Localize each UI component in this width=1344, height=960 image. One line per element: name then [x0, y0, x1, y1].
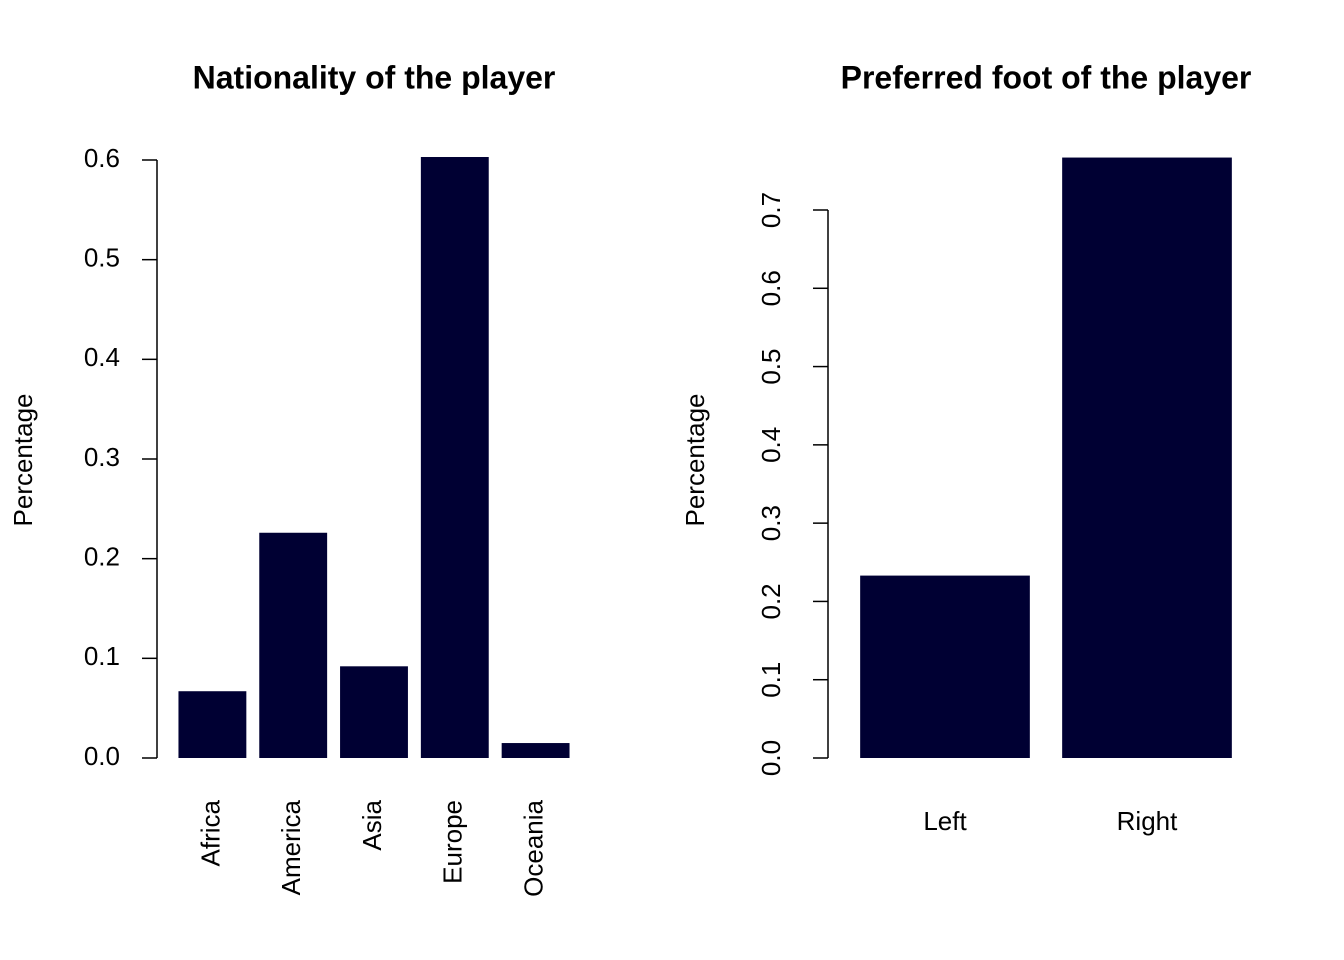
y-axis-label: Percentage [680, 394, 710, 527]
y-tick-label: 0.4 [84, 342, 120, 372]
y-tick-label: 0.0 [84, 741, 120, 771]
y-tick-label: 0.1 [756, 662, 786, 698]
y-tick-label: 0.2 [84, 542, 120, 572]
bar [178, 691, 247, 758]
y-tick-label: 0.5 [756, 348, 786, 384]
y-tick-label: 0.3 [84, 442, 120, 472]
x-tick-label: America [276, 799, 306, 895]
y-tick-label: 0.3 [756, 505, 786, 541]
bar [860, 575, 1030, 758]
y-tick-label: 0.0 [756, 740, 786, 776]
y-axis-label: Percentage [8, 394, 38, 527]
bar [501, 743, 570, 758]
y-tick-label: 0.1 [84, 641, 120, 671]
y-tick-label: 0.5 [84, 243, 120, 273]
y-tick-label: 0.4 [756, 427, 786, 463]
x-tick-label: Europe [438, 800, 468, 884]
y-tick-label: 0.2 [756, 583, 786, 619]
y-tick-label: 0.6 [756, 270, 786, 306]
bar [259, 532, 328, 758]
y-tick-label: 0.6 [84, 143, 120, 173]
chart-title: Nationality of the player [193, 59, 556, 95]
chart-title: Preferred foot of the player [841, 59, 1252, 95]
x-tick-label: Oceania [518, 799, 548, 896]
x-tick-label: Africa [195, 799, 225, 866]
y-tick-label: 0.7 [756, 192, 786, 228]
x-tick-label: Asia [357, 799, 387, 850]
bar [340, 666, 408, 758]
x-tick-label: Right [1117, 806, 1178, 836]
x-tick-label: Left [923, 806, 967, 836]
bar [1062, 157, 1232, 758]
bar [420, 157, 489, 758]
